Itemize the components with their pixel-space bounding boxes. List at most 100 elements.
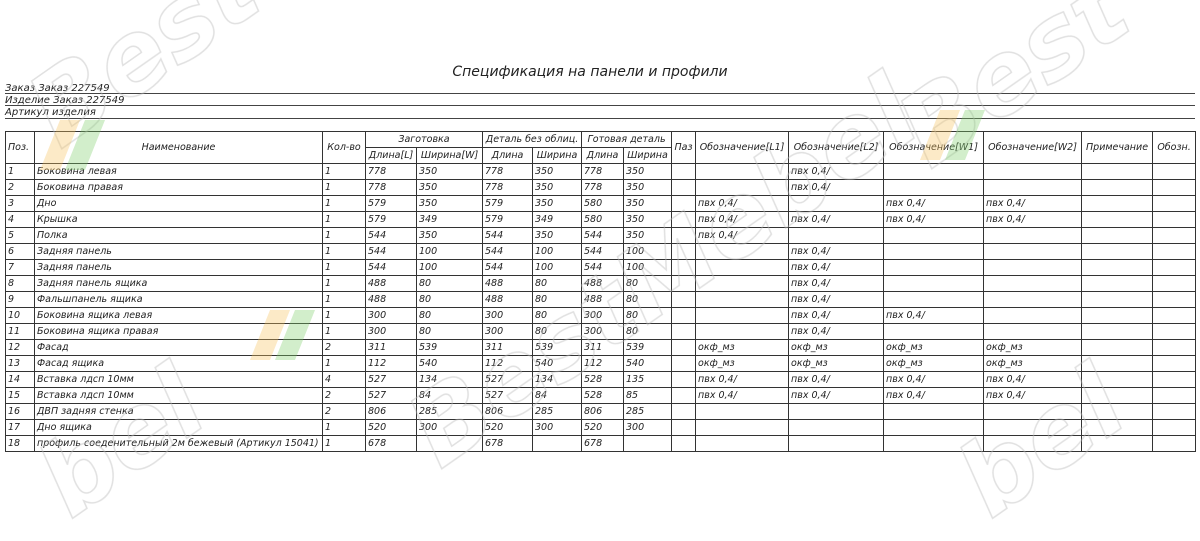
cell-w2 — [983, 179, 1083, 196]
cell-w2: пвх 0,4/ — [983, 211, 1083, 228]
cell-qty: 1 — [322, 275, 366, 292]
cell-final-w: 80 — [623, 291, 673, 308]
cell-blank-l: 488 — [365, 275, 417, 292]
cell-mark — [1152, 403, 1197, 420]
cell-w1 — [883, 403, 985, 420]
cell-qty: 2 — [322, 339, 366, 356]
cell-final-l: 678 — [581, 435, 625, 452]
cell-mark — [1152, 339, 1197, 356]
cell-raw-w: 80 — [532, 307, 583, 324]
cell-l2 — [788, 435, 885, 452]
cell-blank-l: 778 — [365, 163, 417, 180]
cell-blank-l: 579 — [365, 211, 417, 228]
cell-blank-l: 112 — [365, 355, 417, 372]
cell-mark — [1152, 307, 1197, 324]
cell-name: Дно — [34, 195, 323, 212]
cell-raw-l: 488 — [482, 291, 534, 308]
cell-mark — [1152, 323, 1197, 340]
cell-final-w: 285 — [623, 403, 673, 420]
cell-pos: 17 — [5, 419, 35, 436]
cell-raw-l: 579 — [482, 195, 534, 212]
cell-mark — [1152, 275, 1197, 292]
cell-l1 — [695, 435, 790, 452]
cell-blank-w: 100 — [415, 243, 484, 260]
table-row: 11 Боковина ящика правая 1 300 80 300 80 300 80 п… — [5, 323, 1197, 340]
header-blank-w: Ширина[W] — [415, 147, 484, 164]
cell-raw-l: 544 — [482, 259, 534, 276]
cell-name: Вставка лдсп 10мм — [34, 371, 323, 388]
cell-blank-w: 100 — [415, 259, 484, 276]
cell-pos: 11 — [5, 323, 35, 340]
cell-groove — [671, 163, 697, 180]
cell-name: Вставка лдсп 10мм — [34, 387, 323, 404]
cell-l1: пвх 0,4/ — [695, 371, 790, 388]
cell-mark — [1152, 259, 1197, 276]
cell-mark — [1152, 227, 1197, 244]
cell-raw-w: 84 — [532, 387, 583, 404]
header-qty: Кол-во — [322, 131, 366, 164]
cell-final-w — [623, 435, 673, 452]
cell-mark — [1152, 211, 1197, 228]
cell-mark — [1152, 195, 1197, 212]
cell-note — [1081, 339, 1154, 356]
cell-l2: окф_мз — [788, 355, 885, 372]
cell-groove — [671, 307, 697, 324]
cell-l1 — [695, 163, 790, 180]
cell-l2: пвх 0,4/ — [788, 243, 885, 260]
header-mark: Обозн. — [1152, 131, 1197, 164]
cell-l2: пвх 0,4/ — [788, 211, 885, 228]
cell-l1 — [695, 403, 790, 420]
cell-note — [1081, 387, 1154, 404]
cell-blank-l: 544 — [365, 243, 417, 260]
cell-note — [1081, 355, 1154, 372]
cell-final-w: 80 — [623, 275, 673, 292]
cell-final-w: 540 — [623, 355, 673, 372]
cell-l2: пвх 0,4/ — [788, 291, 885, 308]
cell-w2 — [983, 259, 1083, 276]
cell-pos: 14 — [5, 371, 35, 388]
cell-w1: пвх 0,4/ — [883, 371, 985, 388]
table-row: 18 профиль соеденительный 2м бежевый (Арт… — [5, 435, 1197, 452]
table-row: 6 Задняя панель 1 544 100 544 100 544 100 пвх 0,4… — [5, 243, 1197, 260]
cell-final-l: 778 — [581, 163, 625, 180]
table-row: 3 Дно 1 579 350 579 350 580 350 пвх 0,4/пвх 0,4/п… — [5, 195, 1197, 212]
cell-blank-w: 539 — [415, 339, 484, 356]
cell-raw-w: 134 — [532, 371, 583, 388]
cell-groove — [671, 195, 697, 212]
cell-pos: 3 — [5, 195, 35, 212]
cell-qty: 1 — [322, 227, 366, 244]
cell-qty: 1 — [322, 291, 366, 308]
cell-l2 — [788, 403, 885, 420]
cell-name: Полка — [34, 227, 323, 244]
table-row: 13 Фасад ящика 1 112 540 112 540 112 540 окф_мз ок… — [5, 355, 1197, 372]
cell-w2 — [983, 403, 1083, 420]
cell-raw-l: 300 — [482, 323, 534, 340]
cell-raw-w: 350 — [532, 163, 583, 180]
cell-raw-l: 544 — [482, 243, 534, 260]
cell-blank-w: 540 — [415, 355, 484, 372]
cell-w2: пвх 0,4/ — [983, 387, 1083, 404]
article-line: Артикул изделия — [5, 107, 96, 118]
cell-final-l: 806 — [581, 403, 625, 420]
cell-name: Фальшпанель ящика — [34, 291, 323, 308]
cell-final-w: 350 — [623, 227, 673, 244]
cell-mark — [1152, 291, 1197, 308]
cell-groove — [671, 371, 697, 388]
cell-w2 — [983, 323, 1083, 340]
cell-name: Задняя панель ящика — [34, 275, 323, 292]
cell-raw-l: 678 — [482, 435, 534, 452]
cell-blank-w: 350 — [415, 195, 484, 212]
cell-groove — [671, 435, 697, 452]
cell-blank-l: 527 — [365, 387, 417, 404]
cell-note — [1081, 435, 1154, 452]
cell-name: Задняя панель — [34, 259, 323, 276]
cell-qty: 2 — [322, 403, 366, 420]
cell-w2 — [983, 243, 1083, 260]
cell-raw-w: 350 — [532, 227, 583, 244]
cell-pos: 9 — [5, 291, 35, 308]
cell-w1 — [883, 227, 985, 244]
cell-final-w: 350 — [623, 179, 673, 196]
cell-note — [1081, 275, 1154, 292]
cell-qty: 1 — [322, 163, 366, 180]
cell-l1: окф_мз — [695, 355, 790, 372]
